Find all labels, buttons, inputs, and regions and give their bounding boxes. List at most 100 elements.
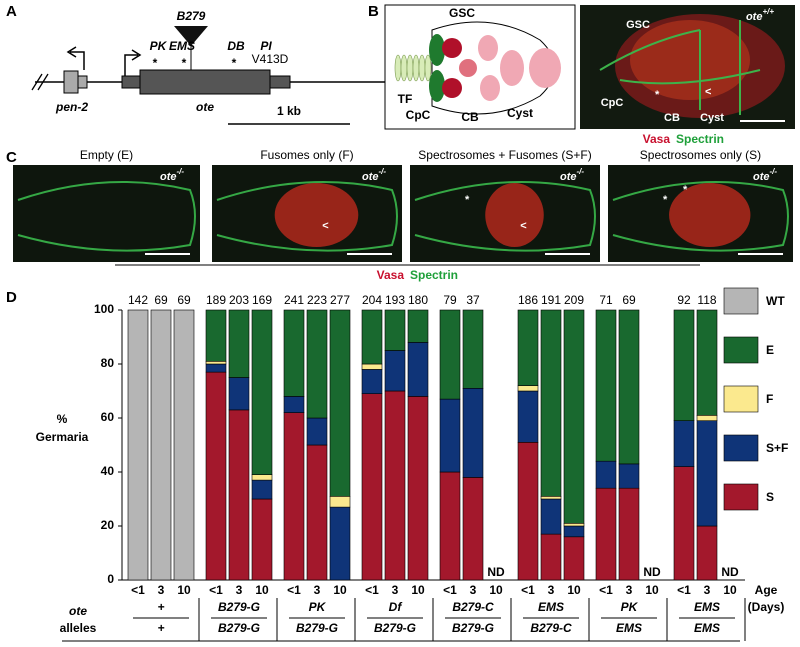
bar-segment: [329, 506, 351, 581]
ote-utr: [269, 75, 291, 89]
bar-segment: [329, 495, 351, 508]
x-tick-label: 3: [314, 583, 321, 597]
bar-segment: [150, 309, 172, 581]
legend-label: F: [766, 392, 773, 406]
x-tick-label: 3: [626, 583, 633, 597]
bar-segment: [618, 309, 640, 465]
allele-bottom: B279-G: [218, 621, 260, 635]
legend-swatch: [723, 336, 759, 364]
bar-segment: [595, 487, 617, 581]
bar-segment: [517, 309, 539, 386]
gene-label: ote: [196, 100, 214, 114]
panel-letter: D: [6, 289, 17, 306]
bar-segment: [696, 414, 718, 421]
bar-segment: [540, 309, 562, 497]
image-label: CpC: [601, 97, 624, 109]
cb-cell: [459, 59, 477, 77]
x-tick-label: 3: [470, 583, 477, 597]
scale-label: 1 kb: [277, 104, 301, 118]
genotype-text: ote: [753, 171, 770, 183]
germ-cells: [485, 183, 544, 247]
allele-label: EMS: [169, 39, 195, 53]
bar-segment: [228, 309, 250, 378]
missing-label: ND: [721, 565, 739, 579]
bar-segment: [407, 309, 429, 343]
insertion-label: B279: [177, 9, 206, 23]
x-tick-label: 3: [704, 583, 711, 597]
allele-bottom: B279-C: [530, 621, 572, 635]
y-axis-label: %: [57, 412, 68, 426]
diagram-label: Cyst: [507, 106, 533, 120]
row-label: alleles: [60, 621, 97, 635]
x-tick-label: 3: [548, 583, 555, 597]
panel-a: A B279 PK EMS DB PI V413D * * * pen-2 ot…: [6, 3, 419, 125]
x-tick-label: <1: [131, 583, 145, 597]
asterisk: *: [683, 184, 688, 196]
legend-swatch: [723, 287, 759, 315]
image-label: Cyst: [700, 112, 724, 124]
bar-segment: [439, 309, 461, 400]
micrograph-content: [599, 14, 785, 118]
bar-segment: [228, 409, 250, 581]
bar-segment: [563, 522, 585, 527]
count-label: 69: [622, 293, 636, 307]
bar-segment: [462, 309, 484, 389]
image-label: GSC: [626, 19, 650, 31]
y-tick-label: 20: [101, 518, 115, 532]
bar-segment: [251, 479, 273, 500]
x-tick-label: <1: [365, 583, 379, 597]
allele-top: Df: [389, 600, 403, 614]
count-label: 223: [307, 293, 327, 307]
bar-segment: [384, 309, 406, 351]
pen2-exon: [63, 70, 79, 94]
pen2-exon: [77, 75, 88, 89]
bar-segment: [439, 471, 461, 581]
panel-letter: B: [368, 3, 379, 20]
bar-segment: [696, 420, 718, 527]
cyst: [500, 50, 524, 86]
cyst: [480, 75, 500, 101]
caret: <: [520, 220, 526, 232]
allele-top: EMS: [694, 600, 720, 614]
cyst: [529, 48, 561, 88]
legend-label: E: [766, 343, 774, 357]
asterisk: *: [182, 56, 187, 70]
y-tick-label: 0: [107, 572, 114, 586]
ote-utr: [121, 75, 141, 89]
legend-label: WT: [766, 294, 785, 308]
bar-segment: [251, 474, 273, 481]
promoter-arrow: [124, 49, 142, 76]
count-label: 191: [541, 293, 561, 307]
x-tick-label: <1: [287, 583, 301, 597]
x-tick-label: 10: [177, 583, 191, 597]
legend-swatch: [723, 483, 759, 511]
bar-segment: [361, 309, 383, 365]
genotype: ote-/-: [560, 167, 584, 183]
count-label: 118: [697, 293, 716, 307]
genotype: ote-/-: [362, 167, 386, 183]
asterisk: *: [153, 56, 158, 70]
count-label: 79: [443, 293, 457, 307]
count-label: 169: [252, 293, 272, 307]
bar-segment: [361, 363, 383, 370]
bar-segment: [205, 360, 227, 365]
allele-label: DB: [227, 39, 245, 53]
count-label: 189: [206, 293, 226, 307]
x-tick-label: <1: [599, 583, 613, 597]
diagram-label: CpC: [406, 108, 431, 122]
stain-label: Vasa: [377, 268, 405, 282]
bar-segment: [618, 487, 640, 581]
break-marks: [31, 73, 419, 91]
allele-bottom: B279-G: [296, 621, 338, 635]
bar-segment: [407, 396, 429, 581]
allele-bottom: B279-G: [452, 621, 494, 635]
tissue-outline: [216, 181, 398, 252]
bar-segment: [696, 525, 718, 581]
allele-bottom: +: [157, 621, 164, 635]
count-label: 142: [128, 293, 148, 307]
bar-segment: [563, 525, 585, 538]
allele-top: EMS: [538, 600, 564, 614]
bar-segment: [462, 387, 484, 478]
genotype-sup: -/-: [769, 167, 777, 176]
germ-cells: [274, 183, 359, 247]
